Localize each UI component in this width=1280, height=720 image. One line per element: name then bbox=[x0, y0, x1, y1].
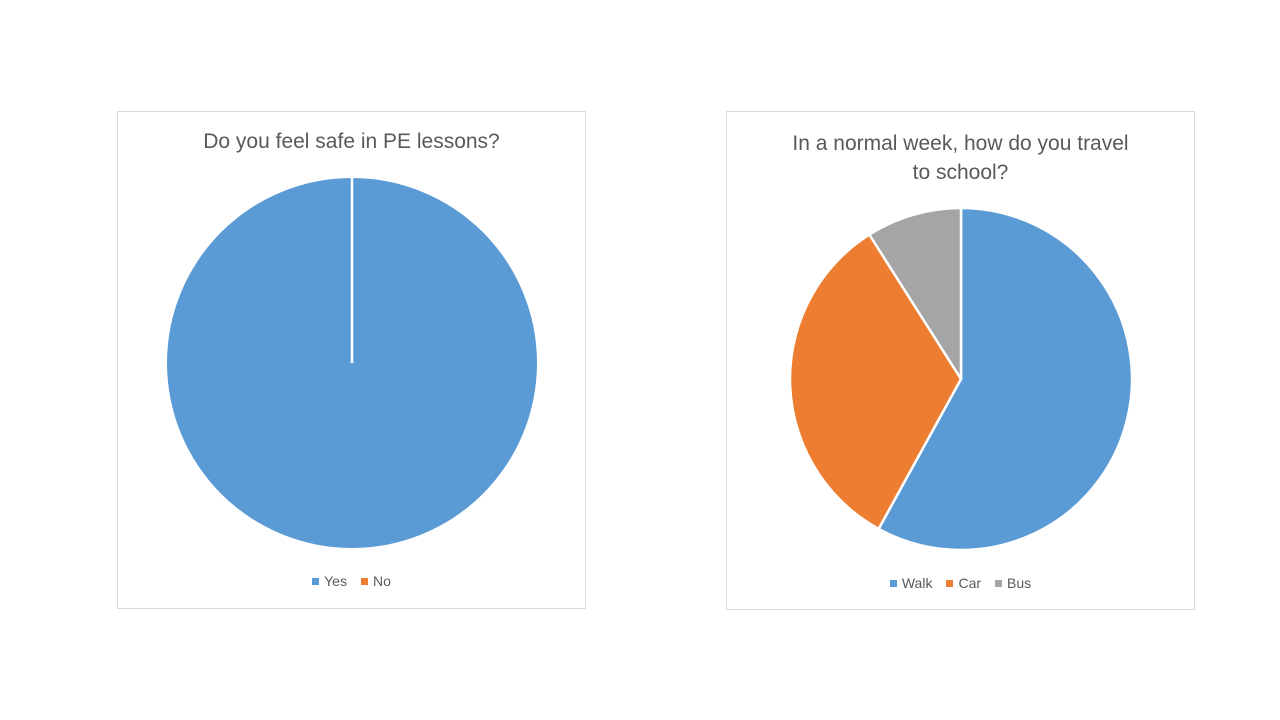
chart-title-line-2: to school? bbox=[912, 161, 1009, 184]
legend-label-walk: Walk bbox=[901, 575, 933, 591]
chart-safe-in-pe: Do you feel safe in PE lessons? Yes No bbox=[117, 111, 586, 609]
pie-slice-bus bbox=[868, 206, 963, 381]
legend-label-yes: Yes bbox=[324, 573, 347, 589]
legend-swatch-walk bbox=[889, 579, 897, 587]
legend-label-bus: Bus bbox=[1007, 575, 1032, 591]
legend-swatch-yes bbox=[312, 577, 320, 585]
pie-slice-car bbox=[788, 233, 963, 531]
pie-slice-walk bbox=[877, 206, 1134, 552]
legend: Yes No bbox=[118, 573, 585, 589]
pie-chart-safe-in-pe bbox=[167, 178, 537, 548]
chart-title-line-1: In a normal week, how do you travel bbox=[792, 132, 1129, 155]
legend-swatch-car bbox=[946, 579, 954, 587]
legend: Walk Car Bus bbox=[727, 575, 1194, 591]
legend-item-car: Car bbox=[946, 575, 981, 591]
legend-item-yes: Yes bbox=[312, 573, 347, 589]
legend-label-no: No bbox=[372, 573, 391, 589]
legend-swatch-bus bbox=[995, 579, 1003, 587]
chart-travel-to-school: In a normal week, how do you travel to s… bbox=[726, 111, 1195, 610]
legend-item-bus: Bus bbox=[995, 575, 1031, 591]
pie-chart-travel-to-school bbox=[788, 206, 1134, 552]
legend-item-no: No bbox=[360, 573, 391, 589]
legend-item-walk: Walk bbox=[889, 575, 933, 591]
chart-title: In a normal week, how do you travel to s… bbox=[727, 129, 1194, 187]
legend-label-car: Car bbox=[958, 575, 982, 591]
legend-swatch-no bbox=[360, 577, 368, 585]
chart-title: Do you feel safe in PE lessons? bbox=[203, 130, 500, 153]
